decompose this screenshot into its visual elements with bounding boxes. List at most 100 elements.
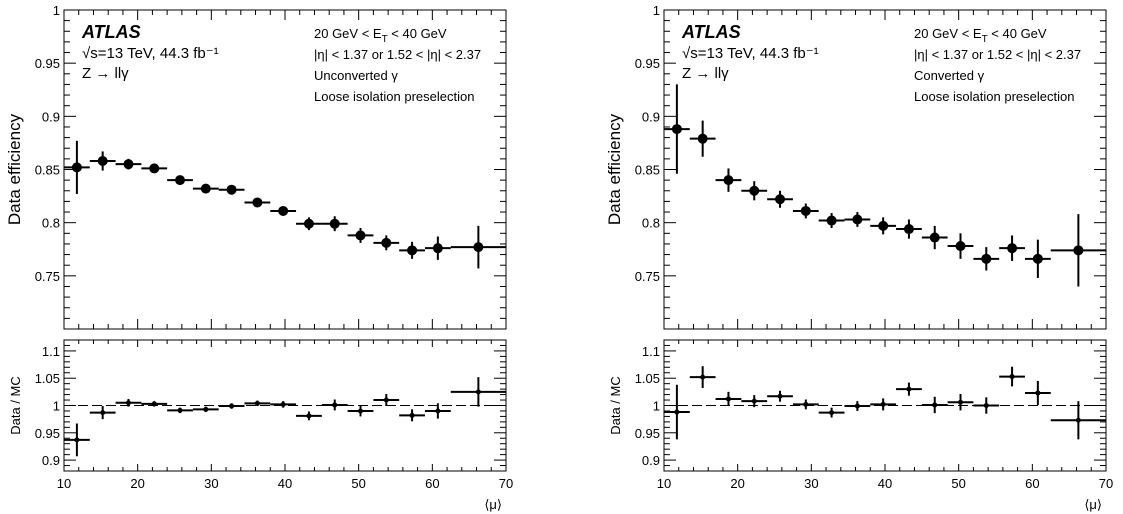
marker — [229, 404, 234, 409]
data-point — [844, 212, 870, 227]
et-cut-label: 20 GeV < ET < 40 GeV — [914, 26, 1047, 45]
y-tick-label: 0.85 — [635, 163, 660, 178]
y-axis-title: Data / MC — [8, 376, 23, 435]
marker — [984, 403, 989, 408]
marker — [1033, 254, 1043, 264]
ratio-point — [167, 408, 193, 413]
y-tick-label: 1 — [53, 3, 60, 18]
marker — [304, 219, 314, 229]
marker — [778, 394, 783, 399]
y-tick-label: 0.85 — [35, 163, 60, 178]
ratio-point — [664, 385, 690, 440]
y-tick-label: 1 — [53, 399, 60, 414]
data-point — [973, 247, 999, 270]
eta-cut-label: |η| < 1.37 or 1.52 < |η| < 2.37 — [914, 47, 1081, 62]
selection-label: Loose isolation preselection — [314, 89, 474, 104]
ratio-point — [767, 391, 793, 402]
x-tick-label: 70 — [1099, 476, 1113, 491]
marker — [255, 401, 260, 406]
y-tick-label: 1 — [653, 3, 660, 18]
marker — [358, 408, 363, 413]
x-tick-label: 60 — [1025, 476, 1039, 491]
marker — [175, 175, 185, 185]
marker — [881, 402, 886, 407]
y-tick-label: 0.9 — [42, 453, 60, 468]
x-tick-label: 50 — [951, 476, 965, 491]
ratio-point — [1025, 381, 1051, 405]
marker — [752, 399, 757, 404]
marker — [178, 408, 183, 413]
ratio-point — [322, 399, 348, 410]
y-tick-label: 0.95 — [35, 426, 60, 441]
marker — [123, 159, 133, 169]
ratio-point — [373, 394, 399, 406]
data-point — [999, 235, 1025, 261]
y-tick-label: 0.9 — [642, 453, 660, 468]
marker — [407, 245, 417, 255]
marker — [281, 402, 286, 407]
data-point — [690, 121, 716, 157]
y-tick-label: 0.75 — [635, 269, 660, 284]
marker — [852, 214, 862, 224]
ratio-point — [1051, 401, 1106, 439]
data-point — [896, 219, 922, 238]
marker — [473, 242, 483, 252]
data-point — [141, 163, 167, 173]
marker — [1076, 418, 1081, 423]
marker — [878, 221, 888, 231]
marker — [227, 185, 237, 195]
selection-label: Loose isolation preselection — [914, 89, 1074, 104]
y-tick-label: 1.1 — [642, 344, 660, 359]
ratio-pad: 0.9 0.95 1 1.05 1.1 Data / MC — [608, 340, 1106, 471]
data-point — [922, 226, 948, 249]
marker — [203, 407, 208, 412]
y-tick-label: 0.95 — [635, 56, 660, 71]
experiment-label: ATLAS — [81, 22, 141, 42]
data-point — [219, 185, 245, 195]
y-tick-label: 0.8 — [642, 216, 660, 231]
marker — [1035, 390, 1040, 395]
x-tick-label: 40 — [278, 476, 292, 491]
marker — [904, 224, 914, 234]
x-tick-label: 40 — [878, 476, 892, 491]
marker — [829, 410, 834, 415]
category-label: Unconverted γ — [314, 68, 398, 83]
data-point — [425, 236, 451, 259]
marker — [749, 186, 759, 196]
data-point — [793, 204, 819, 219]
x-axis-title: ⟨μ⟩ — [484, 497, 502, 512]
data-point — [870, 217, 896, 234]
x-axis-title: ⟨μ⟩ — [1084, 497, 1102, 512]
data-point — [1025, 240, 1051, 278]
x-tick-label: 20 — [130, 476, 144, 491]
marker — [332, 402, 337, 407]
data-point — [193, 184, 219, 194]
x-tick-label: 50 — [351, 476, 365, 491]
experiment-label: ATLAS — [681, 22, 741, 42]
marker — [252, 197, 262, 207]
ratio-point — [399, 409, 425, 421]
ratio-point — [948, 394, 974, 410]
marker — [674, 410, 679, 415]
x-tick-label: 70 — [499, 476, 513, 491]
x-tick-label: 20 — [730, 476, 744, 491]
marker — [201, 184, 211, 194]
marker — [72, 162, 82, 172]
process-label: Z → llγ — [82, 65, 129, 82]
x-tick-label: 10 — [57, 476, 71, 491]
eta-cut-label: |η| < 1.37 or 1.52 < |η| < 2.37 — [314, 47, 481, 62]
marker — [700, 375, 705, 380]
ratio-pad: 0.9 0.95 1 1.05 1.1 Data / MC — [8, 340, 506, 471]
energy-lumi-label: √s=13 TeV, 44.3 fb⁻¹ — [682, 45, 819, 62]
marker — [100, 410, 105, 415]
ratio-point — [819, 408, 845, 418]
data-point — [451, 226, 506, 269]
marker — [775, 194, 785, 204]
data-point — [244, 197, 270, 207]
data-point — [322, 216, 348, 231]
y-tick-label: 1.05 — [35, 371, 60, 386]
marker — [930, 233, 940, 243]
marker — [476, 389, 481, 394]
